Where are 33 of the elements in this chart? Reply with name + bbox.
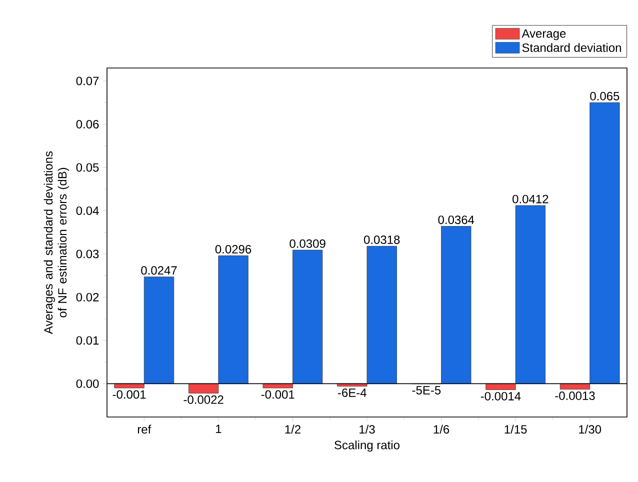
x-tick-label: 1/6: [434, 424, 450, 434]
legend-label: Average: [522, 29, 566, 40]
x-tick-label: ref: [138, 424, 152, 434]
data-label: 0.0296: [215, 244, 252, 254]
y-axis-title: Averages and standard deviations of NF estimation errors (dB): [44, 151, 69, 334]
data-label: -0.0013: [555, 392, 595, 400]
data-label: 0.0364: [438, 216, 474, 224]
data-label: 0.0318: [364, 235, 400, 244]
y-tick-label: 0.03: [76, 250, 99, 258]
data-label: 0.0309: [290, 239, 326, 248]
data-label: 0.065: [590, 92, 620, 100]
x-tick-label: 1/30: [579, 424, 602, 434]
data-label: 0.0412: [512, 194, 548, 204]
data-label: -0.0014: [480, 392, 521, 400]
y-tick-label: 0.05: [76, 163, 99, 172]
data-label: 0.0247: [141, 266, 177, 275]
x-tick-label: 1: [216, 424, 222, 434]
y-tick-label: 0.00: [76, 379, 99, 388]
data-label: -6E-4: [338, 388, 366, 397]
legend-label: Standard deviation: [522, 43, 621, 52]
x-tick-label: 1/3: [360, 424, 375, 434]
x-tick-label: 1/2: [285, 424, 300, 434]
data-label: -0.001: [261, 390, 294, 399]
y-tick-label: 0.04: [76, 206, 99, 215]
x-tick-label: 1/15: [504, 424, 527, 434]
data-label: -0.001: [112, 390, 146, 399]
data-label: -5E-5: [412, 386, 441, 394]
x-axis-title: Scaling ratio: [334, 440, 400, 452]
data-label: -0.0022: [184, 395, 224, 404]
y-tick-label: 0.06: [76, 120, 99, 128]
y-tick-label: 0.02: [76, 292, 99, 302]
y-tick-label: 0.01: [76, 336, 99, 345]
y-tick-label: 0.07: [76, 76, 99, 86]
